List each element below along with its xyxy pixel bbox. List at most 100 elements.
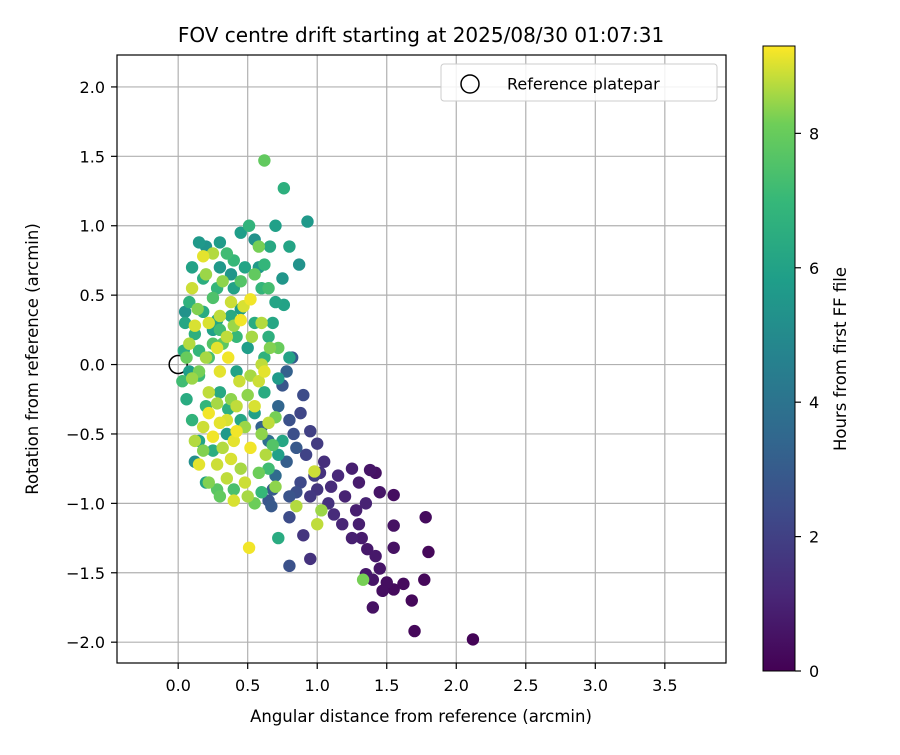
- data-point: [405, 594, 418, 607]
- data-point: [252, 375, 266, 388]
- x-tick-label: 1.5: [374, 676, 399, 695]
- data-point: [408, 624, 421, 638]
- colorbar-gradient: [762, 45, 796, 672]
- data-point: [373, 562, 386, 575]
- data-point: [180, 393, 193, 406]
- data-point: [244, 293, 257, 306]
- data-point: [294, 476, 307, 489]
- x-tick-label: 3.0: [583, 676, 608, 695]
- legend-marker-circle-icon: [460, 74, 480, 94]
- data-point: [272, 399, 285, 413]
- data-point: [262, 282, 275, 295]
- data-point: [206, 444, 220, 457]
- data-point: [238, 261, 252, 274]
- data-point: [272, 372, 285, 385]
- data-point: [387, 541, 400, 554]
- data-point: [304, 552, 317, 566]
- data-point: [265, 499, 278, 513]
- data-point: [202, 406, 215, 420]
- y-tick-label: −1.0: [66, 494, 105, 513]
- data-point: [331, 469, 345, 482]
- data-point: [227, 434, 240, 448]
- data-point: [262, 416, 275, 430]
- data-point: [356, 573, 370, 586]
- colorbar-tick-label: 4: [809, 393, 819, 412]
- data-point: [185, 282, 199, 295]
- data-point: [238, 476, 252, 489]
- data-point: [299, 448, 313, 461]
- y-axis-label: Rotation from reference (arcmin): [23, 223, 42, 495]
- data-point: [262, 330, 275, 343]
- y-axis-ticks: −2.0 −1.5 −1.0 −0.5 0.0 0.5 1.0 1.5 2.0: [66, 78, 117, 652]
- data-point: [213, 416, 227, 430]
- colorbar-tick-label: 6: [809, 259, 819, 278]
- data-point: [206, 430, 220, 443]
- data-point: [290, 441, 303, 455]
- data-point: [272, 531, 285, 545]
- data-point: [188, 434, 202, 448]
- data-point: [242, 219, 256, 232]
- data-point: [213, 490, 227, 503]
- reference-platepar-marker: [168, 354, 188, 375]
- x-axis-label: Angular distance from reference (arcmin): [250, 707, 592, 726]
- data-point: [241, 388, 254, 402]
- data-point: [419, 511, 432, 524]
- data-point: [213, 365, 227, 378]
- data-point: [202, 386, 215, 399]
- data-point: [311, 517, 324, 531]
- data-point: [230, 330, 243, 343]
- colorbar-ticks: 0 2 4 6 8: [795, 124, 819, 681]
- data-point: [213, 261, 227, 274]
- data-point: [255, 427, 268, 441]
- x-tick-label: 1.0: [304, 676, 329, 695]
- data-point: [276, 272, 289, 285]
- plot-frame: [116, 54, 727, 664]
- data-point: [258, 154, 271, 167]
- data-point: [183, 337, 196, 350]
- data-point: [336, 517, 349, 531]
- x-tick-label: 2.0: [444, 676, 469, 695]
- x-tick-label: 0.5: [235, 676, 260, 695]
- y-tick-label: 2.0: [80, 78, 105, 97]
- colorbar: 0 2 4 6 8 Hours from first FF file: [762, 45, 850, 681]
- data-point: [283, 559, 296, 573]
- data-point: [349, 504, 363, 517]
- data-point: [258, 386, 271, 399]
- data-point: [290, 499, 303, 513]
- data-point: [216, 275, 229, 288]
- data-point: [206, 247, 220, 260]
- data-point: [230, 424, 243, 438]
- data-point: [315, 504, 328, 517]
- legend: Reference platepar: [440, 63, 718, 102]
- y-tick-label: 0.5: [80, 286, 105, 305]
- data-point: [197, 250, 210, 263]
- legend-entry-reference-platepar: Reference platepar: [507, 75, 660, 94]
- data-point: [387, 519, 400, 532]
- data-point: [224, 295, 238, 309]
- data-point: [304, 490, 317, 503]
- data-point: [185, 261, 199, 274]
- data-point: [206, 291, 220, 305]
- data-point: [311, 437, 324, 450]
- data-points: [168, 154, 480, 646]
- data-point: [178, 316, 192, 330]
- data-point: [202, 316, 215, 330]
- data-point: [234, 275, 247, 288]
- data-point: [327, 508, 341, 521]
- data-point: [178, 305, 192, 319]
- data-point: [352, 476, 366, 489]
- data-point: [276, 434, 289, 448]
- data-point: [199, 351, 213, 364]
- data-point: [280, 455, 293, 468]
- data-point: [248, 399, 261, 413]
- data-point: [366, 601, 380, 614]
- data-point: [230, 365, 243, 378]
- y-tick-label: −0.5: [66, 425, 105, 444]
- data-point: [258, 365, 271, 378]
- data-point: [213, 386, 227, 399]
- data-point: [269, 480, 282, 493]
- data-point: [376, 584, 389, 598]
- data-point: [283, 511, 296, 524]
- data-point: [241, 490, 254, 503]
